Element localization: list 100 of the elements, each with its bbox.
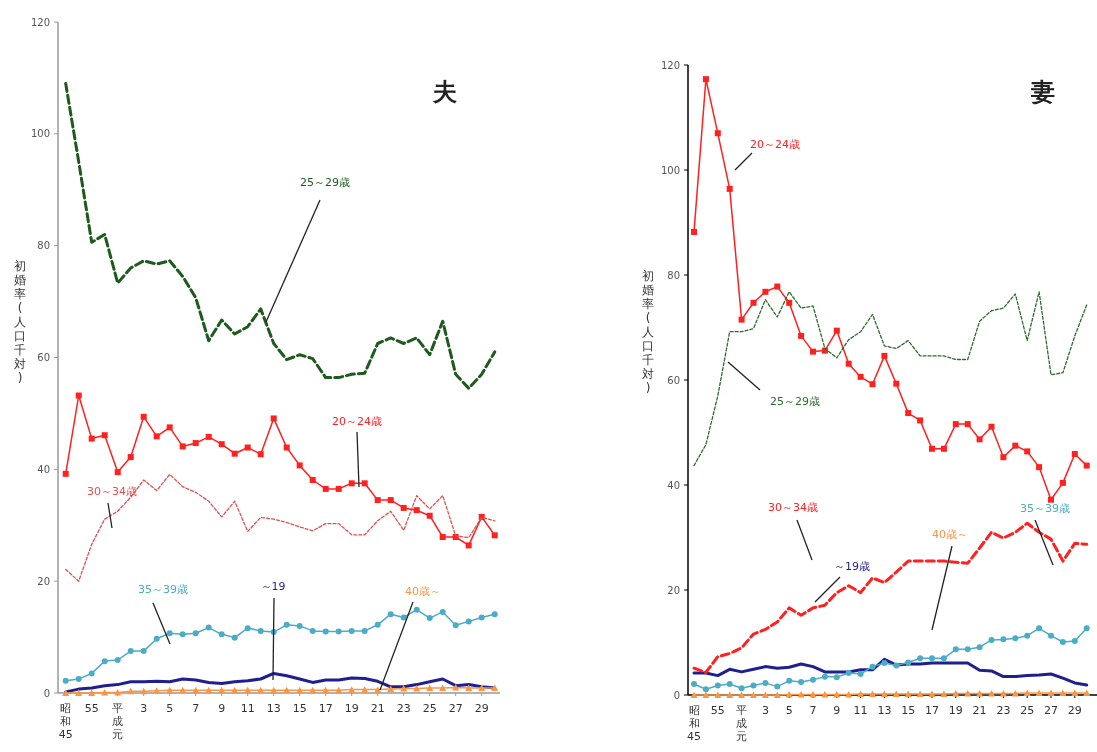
point bbox=[810, 676, 816, 683]
y-tick-label: 20 bbox=[37, 575, 50, 587]
line-series bbox=[692, 521, 1089, 674]
text: 30～34歳 bbox=[768, 501, 818, 514]
point bbox=[964, 689, 972, 697]
x-tick-label: 21 bbox=[370, 702, 385, 715]
point bbox=[231, 686, 239, 694]
point bbox=[1071, 689, 1079, 696]
point bbox=[881, 659, 888, 666]
line-series bbox=[64, 671, 497, 694]
y-tick-label: 100 bbox=[30, 128, 50, 140]
point bbox=[810, 348, 816, 355]
point bbox=[940, 690, 948, 697]
point bbox=[270, 415, 277, 422]
x-tick-label: 13 bbox=[877, 704, 892, 717]
point bbox=[439, 608, 446, 615]
x-tick-label: 9 bbox=[218, 702, 226, 715]
point bbox=[786, 677, 793, 684]
point bbox=[917, 417, 924, 424]
point bbox=[166, 686, 174, 694]
point bbox=[869, 690, 876, 697]
x-tick-label: 17 bbox=[925, 704, 939, 717]
point bbox=[218, 631, 225, 638]
y-tick-label: 100 bbox=[660, 164, 680, 176]
point bbox=[976, 436, 983, 443]
point bbox=[75, 689, 83, 696]
point bbox=[127, 687, 135, 695]
point bbox=[491, 532, 498, 539]
point bbox=[166, 424, 173, 431]
point bbox=[179, 686, 187, 694]
point bbox=[283, 444, 290, 451]
point bbox=[1000, 636, 1007, 643]
point bbox=[205, 686, 213, 694]
text: 35～39歳 bbox=[138, 583, 188, 596]
point bbox=[452, 622, 459, 629]
point bbox=[140, 413, 147, 420]
y-tick-label: 40 bbox=[667, 479, 680, 491]
x-tick-label: 15 bbox=[901, 704, 916, 717]
point bbox=[952, 646, 959, 653]
point bbox=[845, 360, 852, 367]
point bbox=[296, 686, 304, 694]
point bbox=[426, 512, 433, 519]
point bbox=[192, 686, 200, 694]
point bbox=[322, 686, 330, 694]
point bbox=[166, 630, 173, 637]
point bbox=[114, 469, 121, 476]
text: 20～24歳 bbox=[750, 138, 800, 151]
point bbox=[361, 686, 369, 693]
x-tick-label: 11 bbox=[853, 704, 868, 717]
point bbox=[452, 683, 460, 691]
point bbox=[905, 659, 912, 666]
x-tick-label: 23 bbox=[996, 704, 1011, 717]
point bbox=[774, 283, 781, 290]
point bbox=[774, 683, 781, 690]
x-tick-label: 21 bbox=[972, 704, 987, 717]
point bbox=[916, 690, 924, 697]
point bbox=[361, 480, 368, 487]
point bbox=[691, 228, 697, 235]
y-tick-label: 40 bbox=[37, 463, 50, 475]
point bbox=[114, 688, 122, 696]
point bbox=[465, 618, 472, 625]
point bbox=[114, 657, 121, 664]
x-tick-label: 55 bbox=[84, 702, 99, 715]
point bbox=[869, 381, 876, 388]
point bbox=[726, 185, 733, 192]
point bbox=[1059, 689, 1067, 696]
point bbox=[750, 299, 757, 306]
point bbox=[1024, 448, 1031, 455]
point bbox=[702, 691, 710, 698]
point bbox=[257, 686, 265, 694]
series-label: 30～34歳 bbox=[87, 485, 137, 498]
point bbox=[88, 435, 95, 442]
point bbox=[374, 621, 381, 628]
x-tick-label: 29 bbox=[1067, 704, 1082, 717]
point bbox=[1035, 689, 1043, 696]
point bbox=[893, 662, 900, 669]
point bbox=[348, 686, 356, 693]
point bbox=[762, 288, 769, 295]
point bbox=[374, 497, 381, 504]
point bbox=[244, 625, 251, 632]
point bbox=[205, 624, 212, 631]
point bbox=[905, 410, 912, 417]
point bbox=[880, 690, 888, 697]
point bbox=[400, 614, 407, 621]
point bbox=[1000, 454, 1007, 461]
point bbox=[821, 673, 828, 680]
x-tick-label: 19 bbox=[948, 704, 963, 717]
point bbox=[309, 476, 316, 483]
point bbox=[387, 611, 394, 618]
text: 40歳～ bbox=[405, 585, 441, 598]
line-series bbox=[692, 657, 1089, 687]
x-tick-label: 7 bbox=[809, 704, 817, 717]
point bbox=[413, 606, 420, 613]
point bbox=[1048, 632, 1054, 639]
point bbox=[296, 462, 303, 469]
x-tick-label: 3 bbox=[761, 704, 769, 717]
point bbox=[1011, 689, 1019, 697]
point bbox=[101, 658, 108, 665]
point bbox=[205, 433, 212, 440]
point bbox=[750, 682, 757, 689]
